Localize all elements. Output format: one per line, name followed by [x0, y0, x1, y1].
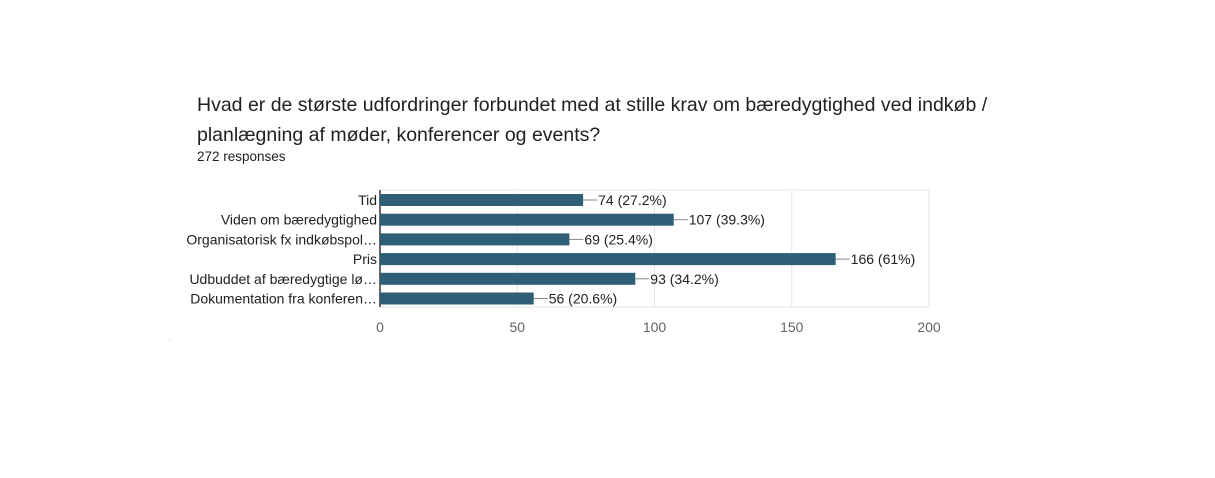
question-title: Hvad er de største udfordringer forbunde… [197, 94, 988, 146]
value-label: 56 (20.6%) [549, 291, 617, 307]
category-label: Dokumentation fra konferen… [190, 291, 377, 307]
value-label: 69 (25.4%) [584, 231, 652, 247]
value-label: 93 (34.2%) [650, 271, 718, 287]
x-tick-label: 100 [643, 319, 667, 335]
category-label: Udbuddet af bæredygtige lø… [189, 271, 377, 287]
bar [380, 213, 674, 226]
stray-mark [169, 340, 170, 341]
response-count: 272 responses [197, 149, 286, 164]
category-label: Organisatorisk fx indkøbspol… [186, 231, 377, 247]
x-tick-label: 0 [376, 319, 384, 335]
bar [380, 233, 570, 246]
x-tick-label: 200 [917, 319, 941, 335]
bar [380, 292, 534, 305]
bar [380, 253, 836, 266]
category-label: Pris [353, 251, 377, 267]
value-label: 107 (39.3%) [689, 212, 765, 228]
bar [380, 194, 584, 206]
category-label: Viden om bæredygtighed [221, 212, 377, 228]
value-label: 74 (27.2%) [598, 192, 666, 208]
bars-layer [380, 194, 836, 305]
bar [380, 272, 636, 285]
category-label: Tid [358, 192, 377, 208]
x-tick-label: 50 [509, 319, 525, 335]
value-label: 166 (61%) [851, 251, 916, 267]
labels-layer: 0 50 100 150 200 Tid 74 (27.2%) Viden om bæredy… [186, 192, 941, 335]
x-tick-label: 150 [780, 319, 804, 335]
grid-layer [379, 189, 930, 308]
